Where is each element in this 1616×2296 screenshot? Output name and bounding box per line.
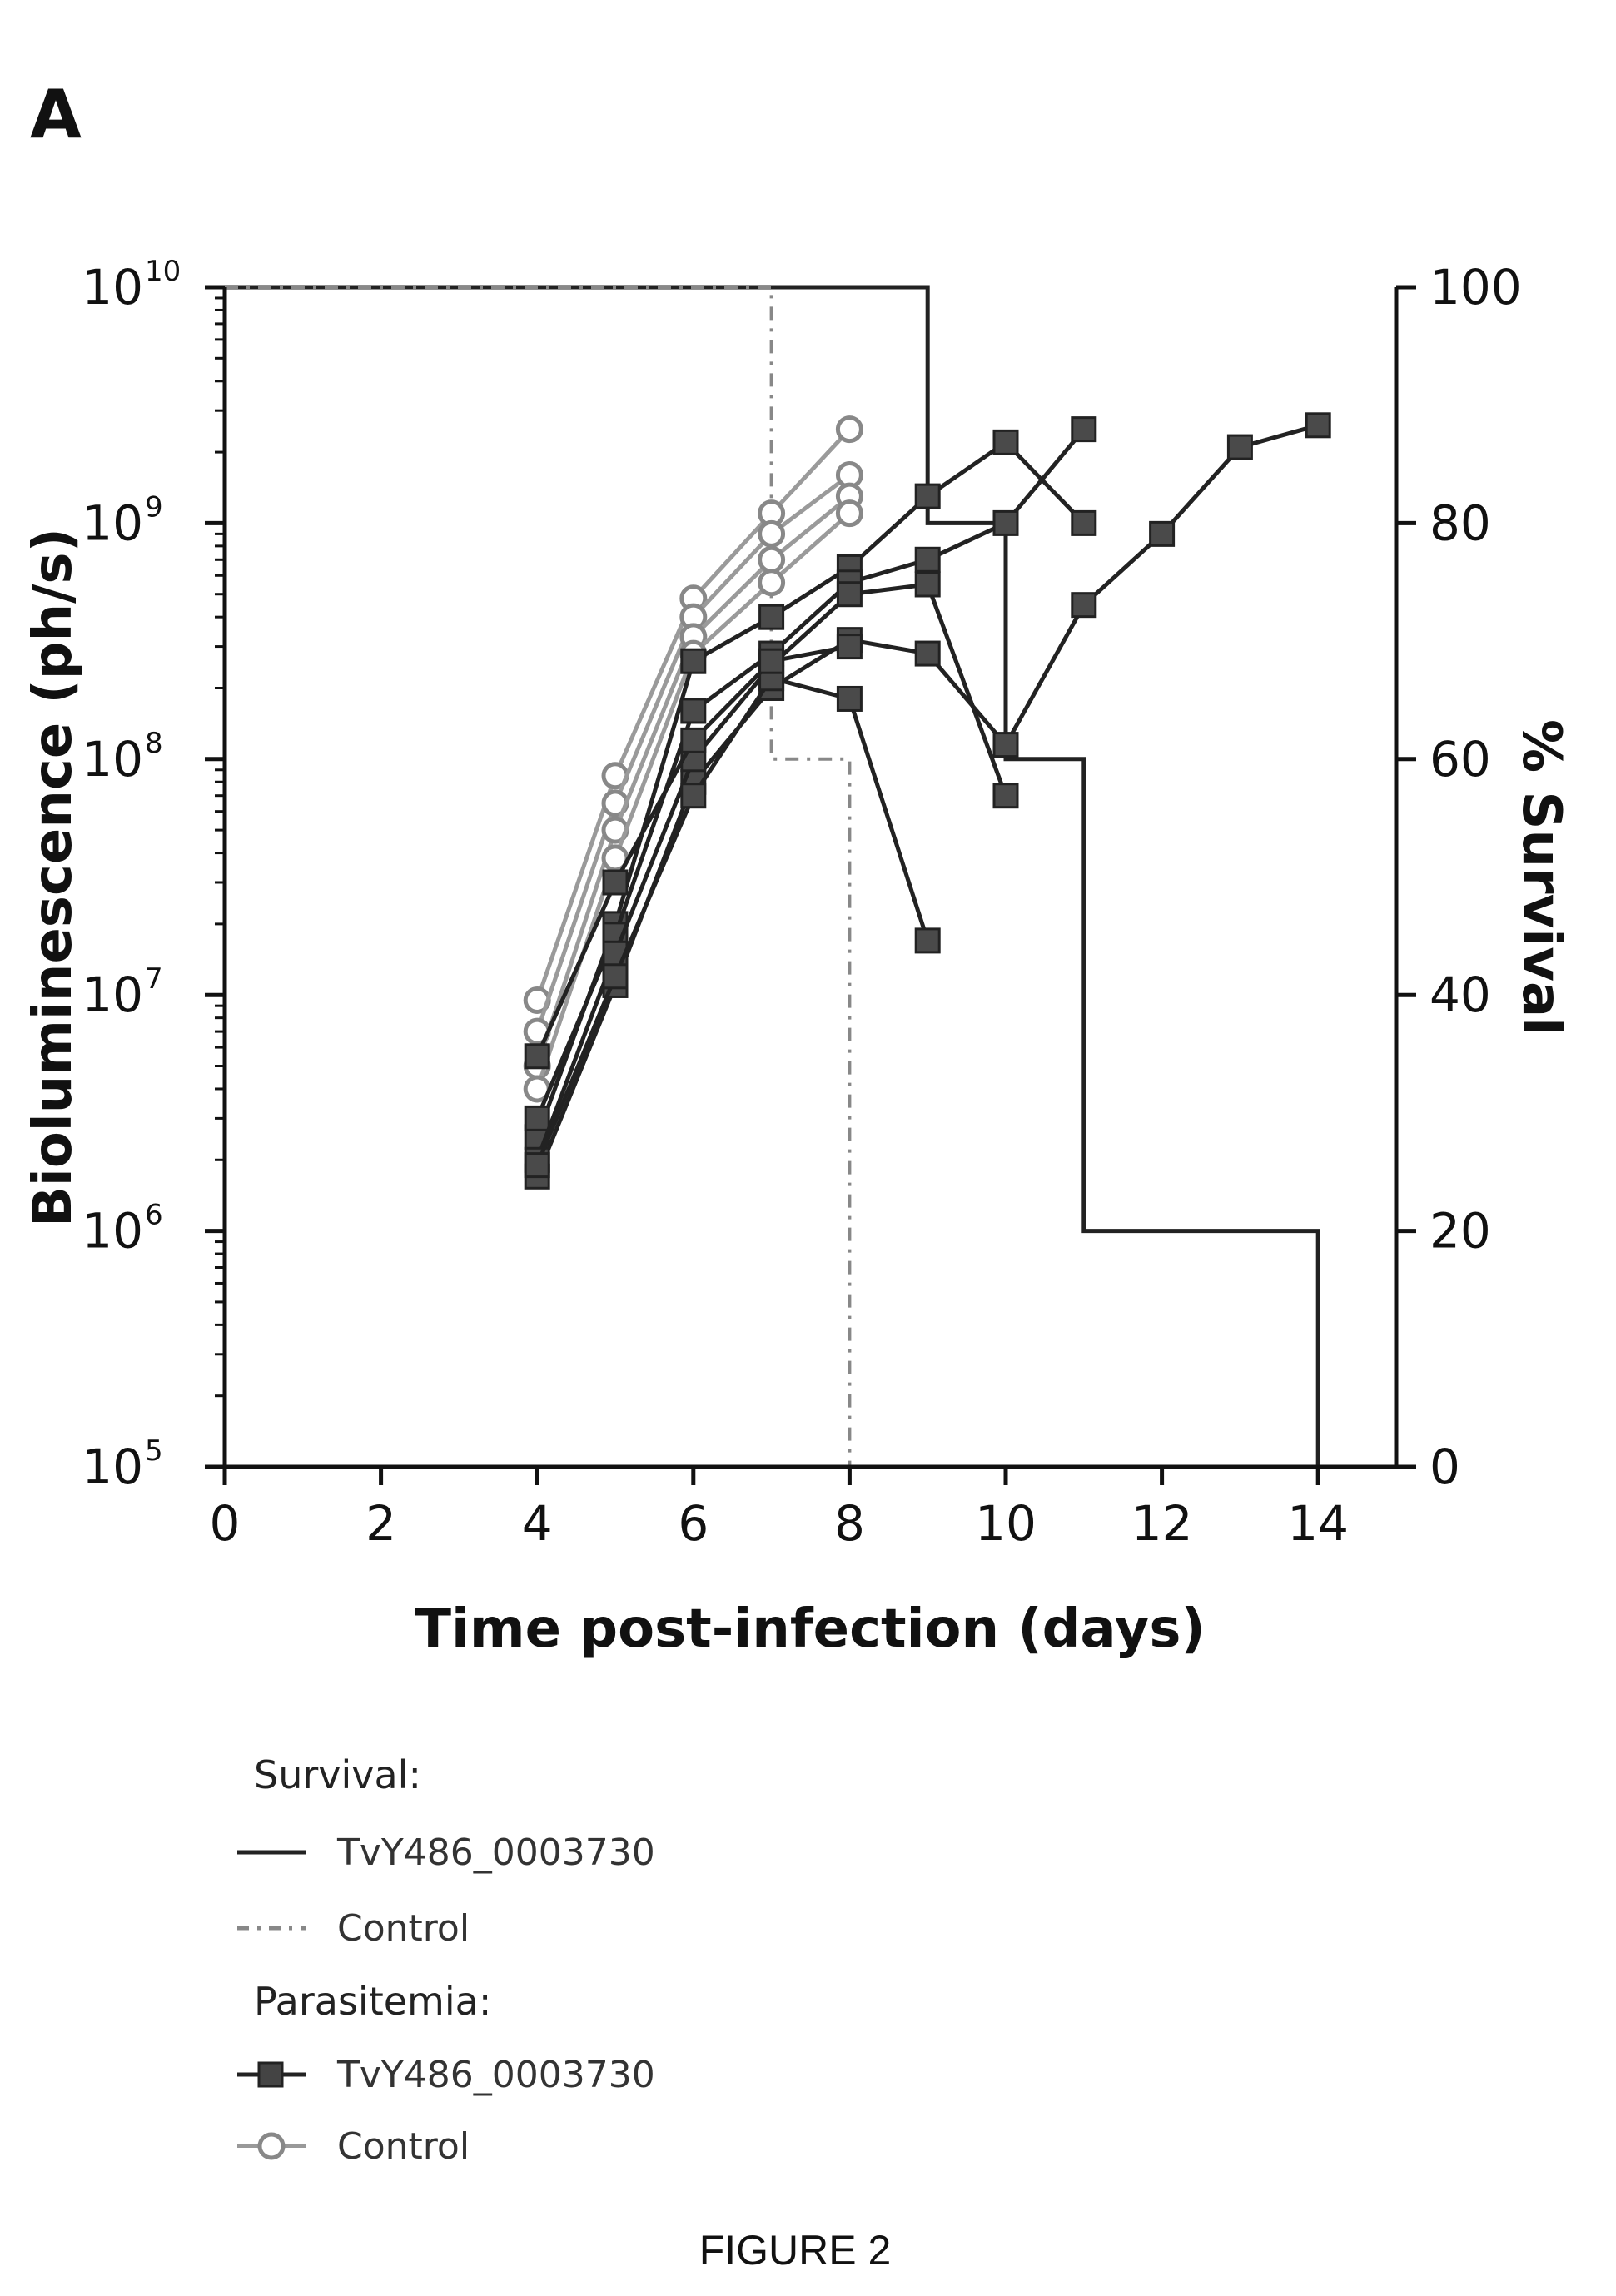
legend-survival-header: Survival: xyxy=(254,1752,421,1797)
tvy486-parasitemia-line xyxy=(535,675,930,1166)
tvy486-parasitemia-point xyxy=(602,963,629,990)
y-tick-exponent: 9 xyxy=(145,490,163,524)
tvy486-parasitemia-point xyxy=(914,640,941,667)
tvy486-parasitemia-point xyxy=(836,581,863,608)
tvy486-parasitemia-point xyxy=(1071,416,1097,443)
tvy486-parasitemia-series xyxy=(524,634,863,1070)
y-tick-label: 10 xyxy=(82,494,143,551)
legend-survival-tvy-label: TvY486_0003730 xyxy=(336,1831,655,1874)
tvy486-parasitemia-series xyxy=(524,665,941,1179)
tvy486-parasitemia-point xyxy=(524,1152,550,1179)
tvy486-parasitemia-series xyxy=(524,412,1331,1190)
y-tick-label: 10 xyxy=(82,967,143,1023)
plot-area xyxy=(225,285,1331,1467)
survival-line-tvy486 xyxy=(225,285,1320,1467)
tvy486-parasitemia-point xyxy=(1071,592,1097,619)
y-tick-label: 10 xyxy=(82,1203,143,1260)
figure-caption: FIGURE 2 xyxy=(699,2227,892,2274)
tvy486-parasitemia-point xyxy=(836,685,863,712)
y2-tick-label: 20 xyxy=(1430,1203,1491,1260)
legend-parasitemia-tvy-symbol xyxy=(237,2061,306,2088)
legend-parasitemia-tvy-label: TvY486_0003730 xyxy=(336,2054,655,2096)
tvy486-parasitemia-point xyxy=(836,634,863,660)
tvy486-parasitemia-line xyxy=(535,428,1086,1120)
y-axis-title: Bioluminescence (ph/s) xyxy=(22,528,84,1227)
x-tick-label: 10 xyxy=(975,1495,1037,1552)
tvy486-parasitemia-point xyxy=(524,1043,550,1070)
y2-tick-label: 40 xyxy=(1430,967,1491,1023)
y-tick-exponent: 5 xyxy=(145,1434,163,1468)
tvy486-parasitemia-point xyxy=(1226,434,1253,460)
tvy486-parasitemia-point xyxy=(680,648,707,674)
tvy486-parasitemia-point xyxy=(914,571,941,598)
y-tick-exponent: 7 xyxy=(145,962,163,996)
tvy486-parasitemia-point xyxy=(1149,520,1176,547)
legend-survival-control-label: Control xyxy=(337,1907,470,1950)
tvy486-parasitemia-series xyxy=(524,412,1331,1190)
tvy486-parasitemia-point xyxy=(914,546,941,573)
tvy486-parasitemia-point xyxy=(914,927,941,954)
tvy486-parasitemia-point xyxy=(1071,509,1097,536)
y-tick-exponent: 10 xyxy=(145,255,181,288)
control-parasitemia-point xyxy=(835,415,863,444)
x-tick-label: 2 xyxy=(365,1495,396,1552)
legend-parasitemia-control-label: Control xyxy=(337,2125,470,2168)
tvy486-parasitemia-line xyxy=(535,423,1319,1178)
panel-label: A xyxy=(30,76,82,153)
x-axis-title: Time post-infection (days) xyxy=(415,1598,1205,1660)
control-parasitemia-point xyxy=(758,569,786,597)
x-tick-label: 12 xyxy=(1131,1495,1193,1552)
legend: Survival: TvY486_0003730 Control Parasit… xyxy=(237,1752,655,2168)
tvy486-parasitemia-point xyxy=(758,604,785,630)
y2-tick-label: 60 xyxy=(1430,731,1491,788)
control-parasitemia-point xyxy=(758,519,786,548)
tvy486-parasitemia-point xyxy=(992,783,1019,809)
y2-tick-label: 80 xyxy=(1430,494,1491,551)
tvy486-parasitemia-point xyxy=(914,483,941,509)
control-parasitemia-point xyxy=(758,545,786,574)
x-tick-label: 8 xyxy=(834,1495,865,1552)
control-parasitemia-series xyxy=(523,461,863,1046)
tvy486-parasitemia-point xyxy=(680,698,707,724)
y-tick-exponent: 8 xyxy=(145,727,163,760)
tvy486-parasitemia-point xyxy=(680,783,707,809)
tvy486-parasitemia-point xyxy=(992,732,1019,758)
y-tick-label: 10 xyxy=(82,259,143,316)
y-tick-label: 10 xyxy=(82,1439,143,1495)
survival-lines xyxy=(225,285,1320,1467)
legend-parasitemia-control-symbol xyxy=(237,2132,306,2160)
x-tick-label: 4 xyxy=(522,1495,553,1552)
y2-tick-label: 0 xyxy=(1430,1439,1460,1495)
survival-line-control xyxy=(225,286,852,1467)
y-tick-label: 10 xyxy=(82,731,143,788)
tvy486-parasitemia-line xyxy=(535,440,1086,1138)
tvy486-parasitemia-point xyxy=(680,727,707,753)
tvy486-parasitemia-point xyxy=(992,509,1019,536)
x-tick-label: 0 xyxy=(210,1495,241,1552)
tvy486-parasitemia-point xyxy=(1305,412,1331,439)
legend-parasitemia-header: Parasitemia: xyxy=(254,1979,491,2024)
tvy486-parasitemia-point xyxy=(602,869,629,896)
tvy486-parasitemia-point xyxy=(524,1105,550,1131)
tvy486-parasitemia-point xyxy=(758,648,785,674)
y2-tick-label: 100 xyxy=(1430,259,1522,316)
x-tick-label: 6 xyxy=(678,1495,709,1552)
control-parasitemia-point xyxy=(835,499,863,528)
y2-axis-title: % Survival xyxy=(1510,719,1572,1036)
tvy486-parasitemia-point xyxy=(992,429,1019,455)
x-tick-label: 14 xyxy=(1287,1495,1349,1552)
y-tick-exponent: 6 xyxy=(145,1199,163,1232)
